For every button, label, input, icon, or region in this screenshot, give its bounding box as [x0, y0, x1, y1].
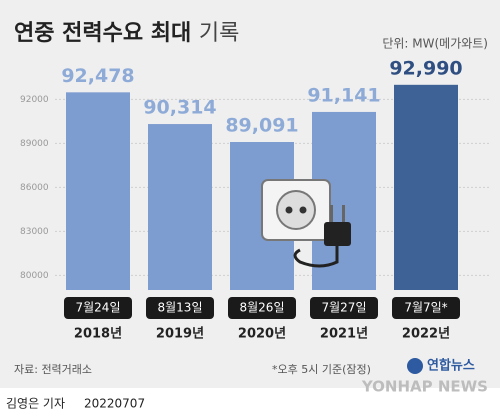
logo-icon	[407, 358, 423, 374]
x-tick-label: 2022년	[402, 327, 450, 342]
date-pill	[392, 297, 460, 319]
plug-pin	[330, 205, 333, 223]
date-pill	[310, 297, 378, 319]
value-label: 92,990	[389, 57, 462, 79]
plug-cord	[293, 246, 339, 268]
bar	[148, 124, 212, 290]
plug-body	[324, 222, 351, 246]
value-label: 91,141	[307, 84, 380, 106]
value-label: 90,314	[143, 97, 216, 119]
date-label: 7월7일*	[404, 301, 447, 315]
chart-title: 연중 전력수요 최대 기록	[14, 21, 239, 46]
y-tick-label: 83000	[20, 227, 49, 237]
footer-background	[0, 388, 500, 417]
y-tick-label: 86000	[20, 183, 49, 193]
plug-icon	[261, 179, 351, 268]
y-tick-label: 89000	[20, 139, 49, 149]
date-pill	[64, 297, 132, 319]
date-label: 8월13일	[158, 301, 203, 315]
logo: 연합뉴스 YONHAP NEWS	[361, 358, 488, 396]
reporter: 김영은 기자	[6, 397, 65, 411]
bar	[66, 92, 130, 291]
socket-hole	[285, 206, 293, 214]
source: 자료: 전력거래소	[14, 363, 92, 376]
socket-hole	[299, 206, 307, 214]
note: *오후 5시 기준(잠정)	[272, 363, 371, 376]
value-label: 92,478	[61, 65, 134, 87]
date-pill	[146, 297, 214, 319]
logo-text: 연합뉴스	[427, 358, 475, 374]
socket-face	[276, 190, 316, 230]
date-pill	[228, 297, 296, 319]
date-label: 7월24일	[76, 301, 121, 315]
y-tick-label: 92000	[20, 95, 49, 105]
unit: 단위: MW(메가와트)	[382, 37, 488, 51]
date-label: 8월26일	[240, 301, 285, 315]
bar	[394, 84, 458, 291]
y-tick-label: 80000	[20, 271, 49, 281]
date-label: 7월27일	[322, 301, 367, 315]
x-tick-label: 2019년	[156, 327, 204, 342]
value-label: 89,091	[225, 114, 298, 136]
plug-pin	[342, 205, 345, 223]
date: 20220707	[84, 397, 145, 411]
logo-en: YONHAP NEWS	[361, 378, 488, 396]
x-tick-label: 2020년	[238, 327, 286, 342]
x-tick-label: 2018년	[74, 327, 122, 342]
x-tick-label: 2021년	[320, 327, 368, 342]
